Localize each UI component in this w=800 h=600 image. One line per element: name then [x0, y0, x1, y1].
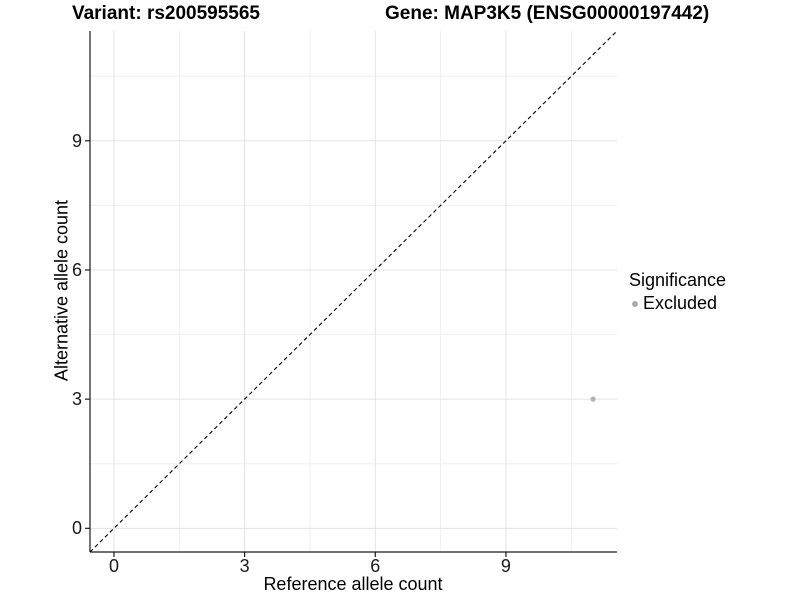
data-point — [590, 396, 596, 402]
legend-item-label: Excluded — [643, 293, 718, 313]
legend: Significance Excluded — [629, 270, 726, 314]
y-tick-label: 3 — [71, 389, 82, 410]
x-tick-label: 6 — [370, 556, 381, 576]
excluded-point-icon — [632, 300, 638, 307]
y-tick-label: 0 — [71, 518, 82, 539]
legend-item-excluded: Excluded — [629, 293, 726, 314]
variant-title: Variant: rs200595565 — [71, 3, 261, 24]
x-tick-label: 3 — [239, 556, 250, 576]
y-tick-label: 6 — [71, 259, 82, 280]
x-tick-label: 0 — [108, 556, 119, 576]
x-tick-label: 9 — [500, 556, 511, 576]
identity-dashed-line — [89, 30, 618, 553]
gene-title: Gene: MAP3K5 (ENSG00000197442) — [385, 3, 710, 24]
y-tick-label: 9 — [71, 130, 82, 151]
x-axis-title: Reference allele count — [263, 574, 443, 594]
legend-title: Significance — [629, 270, 727, 290]
